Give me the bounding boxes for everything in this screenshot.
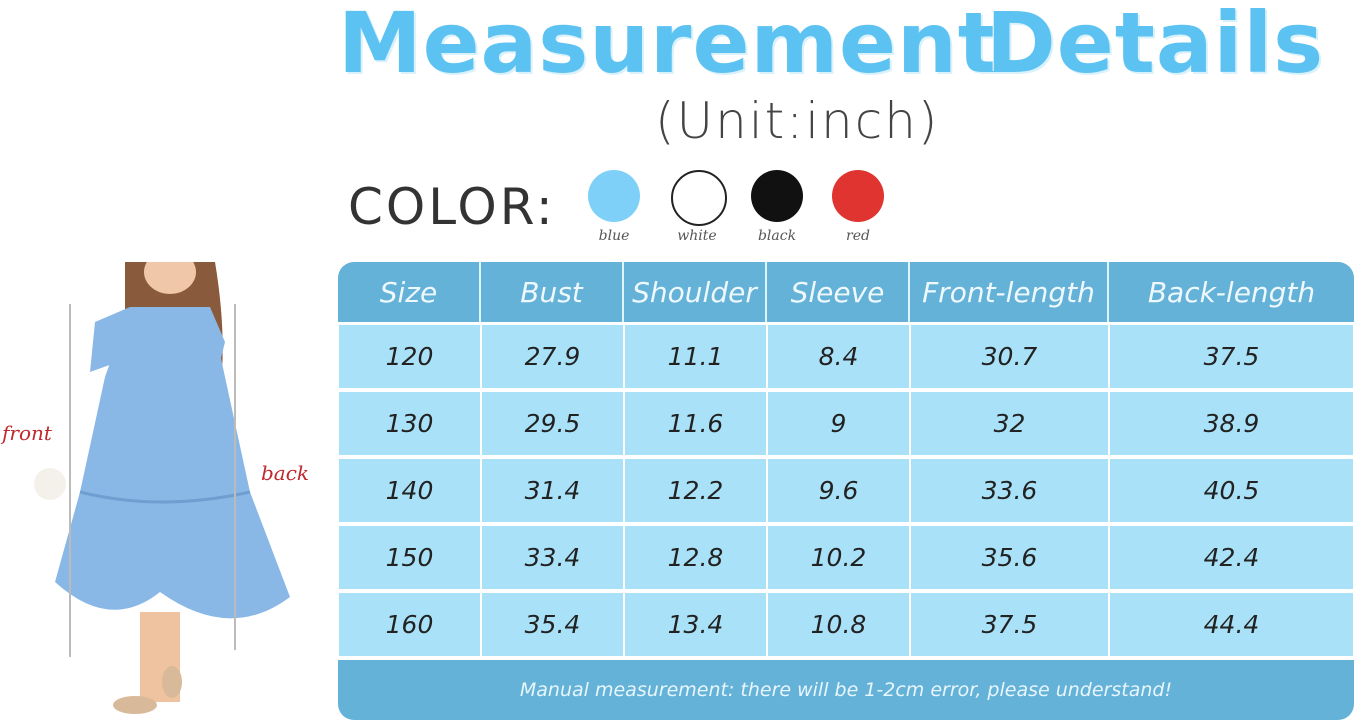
table-cell: 12.8	[624, 525, 767, 590]
table-cell: 8.4	[767, 324, 910, 389]
size-chart-table: Size Bust Shoulder Sleeve Front-length Back-l…	[338, 262, 1354, 720]
column-header-size: Size	[338, 262, 481, 322]
column-header-shoulder: Shoulder	[624, 262, 767, 322]
table-cell: 12.2	[624, 458, 767, 523]
color-label: COLOR:	[348, 178, 556, 236]
shoe-right	[162, 666, 182, 698]
table-cell: 31.4	[481, 458, 624, 523]
column-header-front-length: Front-length	[910, 262, 1109, 322]
column-header-bust: Bust	[481, 262, 624, 322]
swatch-red[interactable]	[832, 170, 884, 222]
table-cell: 42.4	[1109, 525, 1354, 590]
swatch-white[interactable]	[671, 170, 727, 226]
dress-ruffle	[79, 490, 251, 504]
flowers	[34, 468, 66, 500]
swatch-label-black: black	[757, 228, 797, 244]
table-cell: 150	[338, 525, 481, 590]
table-cell: 30.7	[910, 324, 1109, 389]
swatch-blue[interactable]	[588, 170, 640, 222]
table-cell: 33.4	[481, 525, 624, 590]
table-cell: 9.6	[767, 458, 910, 523]
table-cell: 130	[338, 391, 481, 456]
table-cell: 44.4	[1109, 592, 1354, 657]
table-cell: 27.9	[481, 324, 624, 389]
swatch-black[interactable]	[751, 170, 803, 222]
table-cell: 9	[767, 391, 910, 456]
column-header-back-length: Back-length	[1147, 275, 1316, 309]
unit-label: (Unit:inch)	[655, 92, 940, 150]
title-measurement: Measurement	[338, 0, 999, 92]
table-cell: 11.6	[624, 391, 767, 456]
shoe-left	[113, 696, 157, 714]
table-header	[338, 262, 1354, 322]
swatch-label-red: red	[846, 228, 870, 244]
front-label: front	[2, 421, 52, 445]
table-cell: 160	[338, 592, 481, 657]
table-footer-note: Manual measurement: there will be 1-2cm …	[338, 660, 1354, 720]
table-cell: 38.9	[1109, 391, 1354, 456]
table-cell: 120	[338, 324, 481, 389]
table-cell: 140	[338, 458, 481, 523]
swatch-label-white: white	[677, 228, 717, 244]
table-cell: 37.5	[910, 592, 1109, 657]
table-cell: 32	[910, 391, 1109, 456]
table-cell: 33.6	[910, 458, 1109, 523]
title-details: Details	[986, 0, 1325, 92]
table-cell: 37.5	[1109, 324, 1354, 389]
table-cell: 29.5	[481, 391, 624, 456]
dress	[55, 307, 290, 619]
table-cell: 10.2	[767, 525, 910, 590]
table-cell: 35.4	[481, 592, 624, 657]
table-cell: 11.1	[624, 324, 767, 389]
swatch-label-blue: blue	[598, 228, 630, 244]
table-cell: 35.6	[910, 525, 1109, 590]
table-cell: 13.4	[624, 592, 767, 657]
back-label: back	[261, 461, 310, 485]
dress-model-image	[34, 262, 290, 714]
face	[144, 262, 196, 294]
table-cell: 10.8	[767, 592, 910, 657]
table-cell: 40.5	[1109, 458, 1354, 523]
column-header-sleeve: Sleeve	[767, 262, 910, 322]
